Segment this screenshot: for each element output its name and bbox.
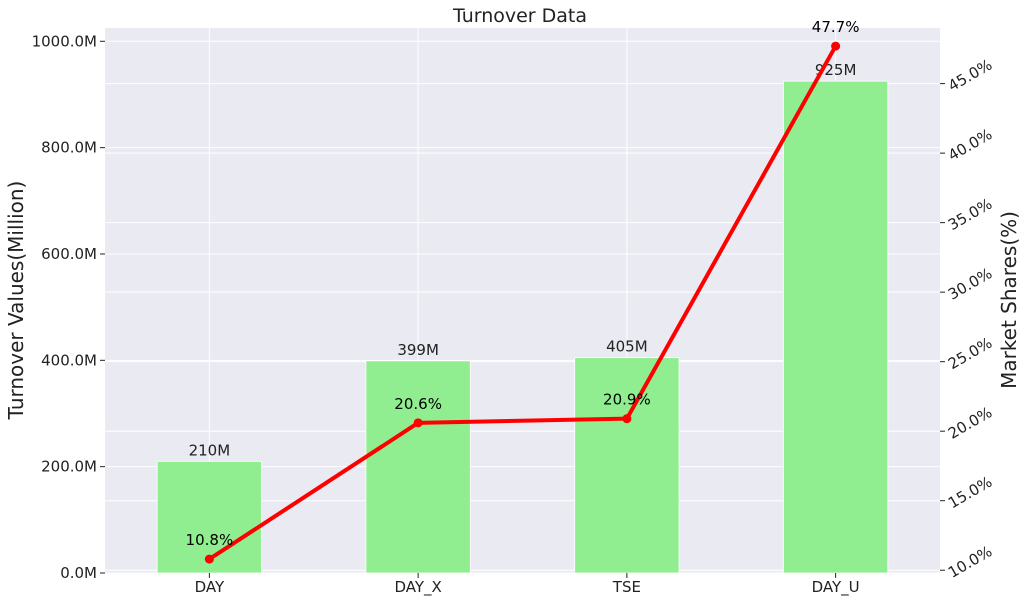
share-point xyxy=(413,418,423,428)
bar-value-label: 210M xyxy=(189,441,231,459)
bar-tse xyxy=(574,357,680,574)
right-tick-label: 10.0% xyxy=(945,542,995,581)
share-value-label: 20.9% xyxy=(603,391,651,409)
share-value-label: 20.6% xyxy=(394,395,442,413)
left-tick-label: 200.0M xyxy=(41,458,97,476)
share-value-label: 47.7% xyxy=(812,18,860,36)
right-tick-label: 40.0% xyxy=(945,125,995,164)
x-tick-label: DAY xyxy=(195,578,225,596)
x-tick-label: TSE xyxy=(612,578,641,596)
left-axis: 0.0M 200.0M 400.0M 600.0M 800.0M 1000.0M xyxy=(32,32,105,582)
right-axis: 10.0% 15.0% 20.0% 25.0% 30.0% 35.0% 40.0% 45.0% xyxy=(940,56,995,582)
share-point xyxy=(204,554,214,564)
left-tick-label: 400.0M xyxy=(41,351,97,369)
left-tick-label: 600.0M xyxy=(41,245,97,263)
right-tick-label: 15.0% xyxy=(945,473,995,512)
right-axis-title: Market Shares(%) xyxy=(997,211,1021,389)
right-tick-label: 20.0% xyxy=(945,403,995,442)
share-polyline xyxy=(208,45,838,561)
right-tick-label: 45.0% xyxy=(945,56,995,95)
share-line: 10.8% 20.6% 20.9% 47.7% xyxy=(186,18,860,564)
x-tick-label: DAY_U xyxy=(812,578,860,597)
right-tick-label: 25.0% xyxy=(945,334,995,373)
chart-title: Turnover Data xyxy=(452,5,587,27)
bar-day-x xyxy=(365,360,471,574)
x-axis: DAY DAY_X TSE DAY_U xyxy=(195,573,860,597)
left-tick-label: 1000.0M xyxy=(32,32,97,50)
left-tick-label: 0.0M xyxy=(60,564,97,582)
bar-day-u xyxy=(783,80,889,574)
bar-value-label: 399M xyxy=(397,341,439,359)
left-axis-title: Turnover Values(Million) xyxy=(4,181,28,421)
share-value-label: 10.8% xyxy=(186,531,234,549)
share-point xyxy=(622,414,632,424)
share-point xyxy=(831,41,841,51)
right-tick-label: 30.0% xyxy=(945,264,995,303)
left-tick-label: 800.0M xyxy=(41,139,97,157)
right-tick-label: 35.0% xyxy=(945,195,995,234)
x-tick-label: DAY_X xyxy=(394,578,441,597)
bar-day xyxy=(156,460,262,574)
bar-value-label: 405M xyxy=(606,338,648,356)
